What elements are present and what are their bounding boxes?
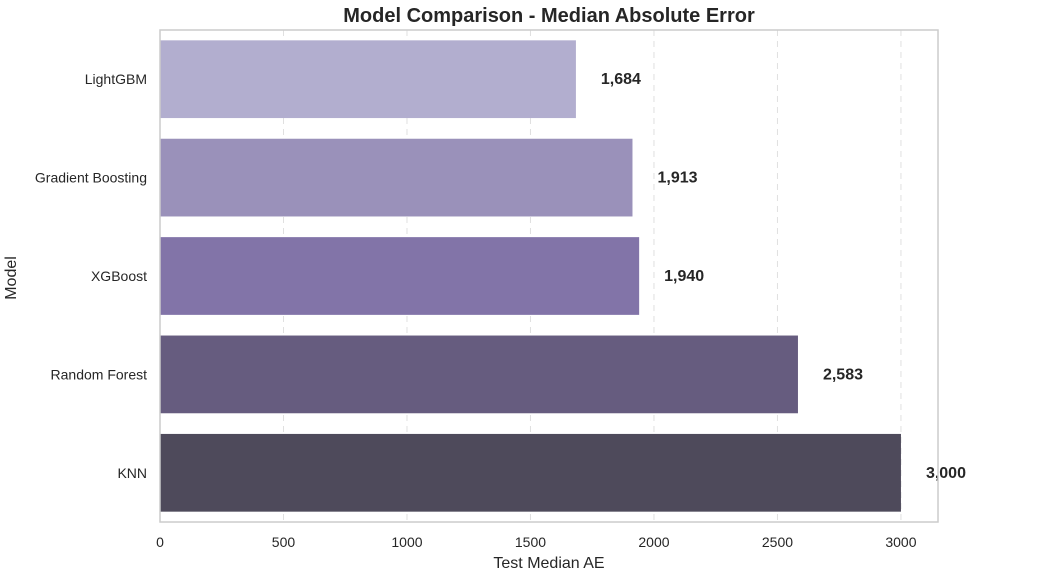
bar-xgboost	[160, 237, 640, 315]
bar-value-label: 1,684	[601, 71, 641, 88]
bar-value-label: 1,913	[657, 170, 697, 187]
x-tick-label: 500	[272, 534, 296, 550]
y-tick-label: LightGBM	[85, 71, 147, 87]
bar-value-label: 3,000	[926, 465, 966, 482]
bar-value-label: 1,940	[664, 268, 704, 285]
bar-value-label: 2,583	[823, 366, 863, 383]
y-tick-labels: LightGBM Gradient Boosting XGBoost Random F…	[35, 71, 147, 481]
y-tick-label: Random Forest	[51, 366, 148, 382]
y-tick-label: KNN	[117, 465, 147, 481]
chart-title: Model Comparison - Median Absolute Error	[343, 5, 755, 27]
y-axis-label: Model	[3, 256, 20, 300]
x-tick-label: 0	[156, 534, 164, 550]
plot-frame	[159, 29, 939, 523]
y-tick-label: XGBoost	[91, 268, 147, 284]
bar-knn	[160, 433, 901, 512]
x-axis-label: Test Median AE	[493, 555, 604, 572]
bars	[160, 40, 901, 512]
x-tick-label: 1500	[515, 534, 546, 550]
y-tick-label: Gradient Boosting	[35, 170, 147, 186]
x-tick-label: 2000	[638, 534, 669, 550]
x-tick-label: 2500	[762, 534, 793, 550]
bar-gradient-boosting	[160, 138, 633, 217]
bar-lightgbm	[160, 40, 576, 119]
x-tick-label: 1000	[391, 534, 422, 550]
x-tick-label: 3000	[885, 534, 916, 550]
bar-random-forest	[160, 335, 798, 414]
data-labels: 1,684 1,913 1,940 2,583 3,000	[601, 71, 966, 482]
x-tick-labels: 0 500 1000 1500 2000 2500 3000	[156, 534, 917, 550]
